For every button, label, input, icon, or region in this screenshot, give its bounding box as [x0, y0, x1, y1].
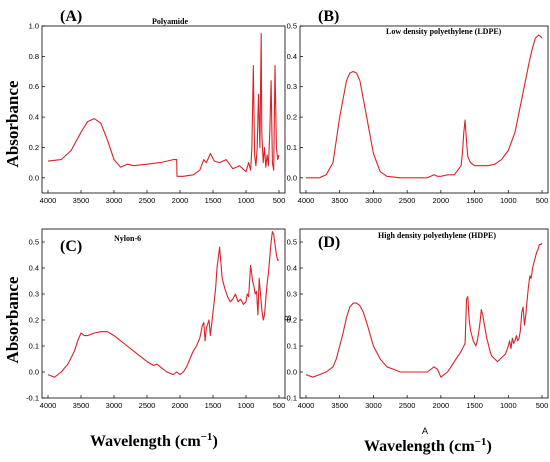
x-tick-label: 2000 [433, 401, 450, 410]
x-tick-label: 500 [273, 401, 286, 410]
y-tick-label: 0.2 [29, 143, 39, 152]
panel-2: 4000 3500 3000 2500 2000 1500 1000 500 0.0 0.1 0.2… [287, 8, 549, 205]
plot-frame [41, 25, 286, 194]
plot-frame [41, 228, 286, 399]
y-tick-label: 0.0 [29, 368, 39, 377]
y-tick-label: 0.2 [287, 113, 297, 122]
x-tick-label: 1500 [205, 196, 222, 205]
panel-title: Low density polyethylene (LDPE) [386, 27, 502, 36]
x-tick-label: 4000 [40, 401, 57, 410]
panel-label: (B) [318, 8, 339, 25]
y-tick-label: 1.0 [29, 22, 39, 31]
x-axis-label-left-sup: −1 [201, 431, 213, 443]
x-tick-label: 1000 [500, 401, 517, 410]
panel-title: Polyamide [152, 17, 188, 26]
y-tick-label: 0.4 [287, 264, 297, 273]
x-tick-label: 2000 [172, 401, 189, 410]
panel-4: 4000 3500 3000 2500 2000 1500 1000 500 -0.1 0.0 0.… [284, 228, 549, 410]
y-tick-label: 0.1 [29, 342, 39, 351]
stray-axis-label-b: B [283, 315, 293, 321]
x-axis-label-left-close: ) [212, 433, 217, 450]
x-tick-label: 2500 [139, 196, 156, 205]
x-axis-label-left: Wavelength (cm−1) [90, 431, 218, 450]
plot-frame [299, 228, 549, 399]
y-tick-label: 0.2 [29, 316, 39, 325]
panel-title: High density polyethylene (HDPE) [378, 231, 496, 240]
x-tick-label: 4000 [40, 196, 57, 205]
y-tick-label: 0.4 [287, 52, 297, 61]
x-tick-label: 2500 [399, 401, 416, 410]
x-axis-label-right-close: ) [486, 438, 491, 455]
panel-3: 4000 3500 3000 2500 2000 1500 1000 500 -0.1 0.0 0.… [26, 228, 286, 410]
y-tick-label: 0.1 [287, 342, 297, 351]
y-tick-label: 0.0 [287, 368, 297, 377]
panels: 4000 3500 3000 2500 2000 1500 1000 500 0.0 0.2 0.4… [26, 8, 549, 410]
y-axis-label-bottom: Absorbance [3, 276, 22, 363]
y-tick-label: 0.1 [287, 143, 297, 152]
spectrum-line [306, 34, 543, 179]
y-tick-label: 0.0 [287, 173, 297, 182]
x-tick-label: 3000 [365, 401, 382, 410]
x-tick-label: 3000 [106, 196, 123, 205]
x-tick-label: 2000 [172, 196, 189, 205]
y-tick-label: 0.3 [287, 82, 297, 91]
stray-axis-label-a: A [422, 426, 428, 436]
x-tick-label: 3000 [106, 401, 123, 410]
spectrum-line [47, 231, 279, 378]
x-tick-label: 1000 [238, 196, 255, 205]
panel-label: (D) [318, 234, 340, 251]
x-tick-label: 4000 [298, 196, 315, 205]
y-axis-label-top: Absorbance [3, 80, 22, 167]
panel-1: 4000 3500 3000 2500 2000 1500 1000 500 0.0 0.2 0.4… [29, 8, 286, 205]
x-tick-label: 1500 [466, 401, 483, 410]
x-tick-label: 1500 [466, 196, 483, 205]
y-tick-label: 0.8 [29, 52, 39, 61]
x-axis-label-right-main: Wavelength (cm [364, 438, 475, 455]
x-axis-label-right: Wavelength (cm−1) [364, 436, 492, 455]
plot-frame [299, 25, 549, 194]
x-tick-label: 1000 [500, 196, 517, 205]
x-tick-label: 3000 [365, 196, 382, 205]
y-tick-label: 0.5 [287, 22, 297, 31]
spectrum-line [47, 33, 280, 177]
y-tick-label: 0.3 [29, 290, 39, 299]
x-axis-label-left-main: Wavelength (cm [90, 433, 201, 450]
x-tick-label: 3500 [331, 196, 348, 205]
x-tick-label: 4000 [298, 401, 315, 410]
x-tick-label: 1000 [238, 401, 255, 410]
y-tick-label: -0.1 [284, 394, 297, 403]
y-tick-label: 0.4 [29, 264, 39, 273]
x-tick-label: 500 [536, 196, 549, 205]
x-tick-label: 3500 [73, 196, 90, 205]
y-tick-label: 0.6 [29, 82, 39, 91]
panel-label: (A) [60, 8, 82, 25]
y-tick-label: 0.5 [29, 238, 39, 247]
x-tick-label: 3500 [73, 401, 90, 410]
y-tick-label: 0.4 [29, 113, 39, 122]
x-tick-label: 500 [536, 401, 549, 410]
x-tick-label: 2500 [139, 401, 156, 410]
x-tick-label: 2500 [399, 196, 416, 205]
x-tick-label: 1500 [205, 401, 222, 410]
y-tick-label: 0.3 [287, 290, 297, 299]
y-tick-label: 0.2 [287, 316, 297, 325]
x-axis-label-right-sup: −1 [475, 436, 487, 448]
y-tick-label: 0.0 [29, 173, 39, 182]
x-tick-label: 3500 [331, 401, 348, 410]
y-tick-label: 0.5 [287, 238, 297, 247]
panel-title: Nylon-6 [114, 234, 141, 243]
x-tick-label: 500 [273, 196, 286, 205]
y-tick-label: -0.1 [26, 394, 39, 403]
spectrum-line [305, 242, 543, 378]
x-tick-label: 2000 [433, 196, 450, 205]
panel-label: (C) [60, 238, 82, 255]
